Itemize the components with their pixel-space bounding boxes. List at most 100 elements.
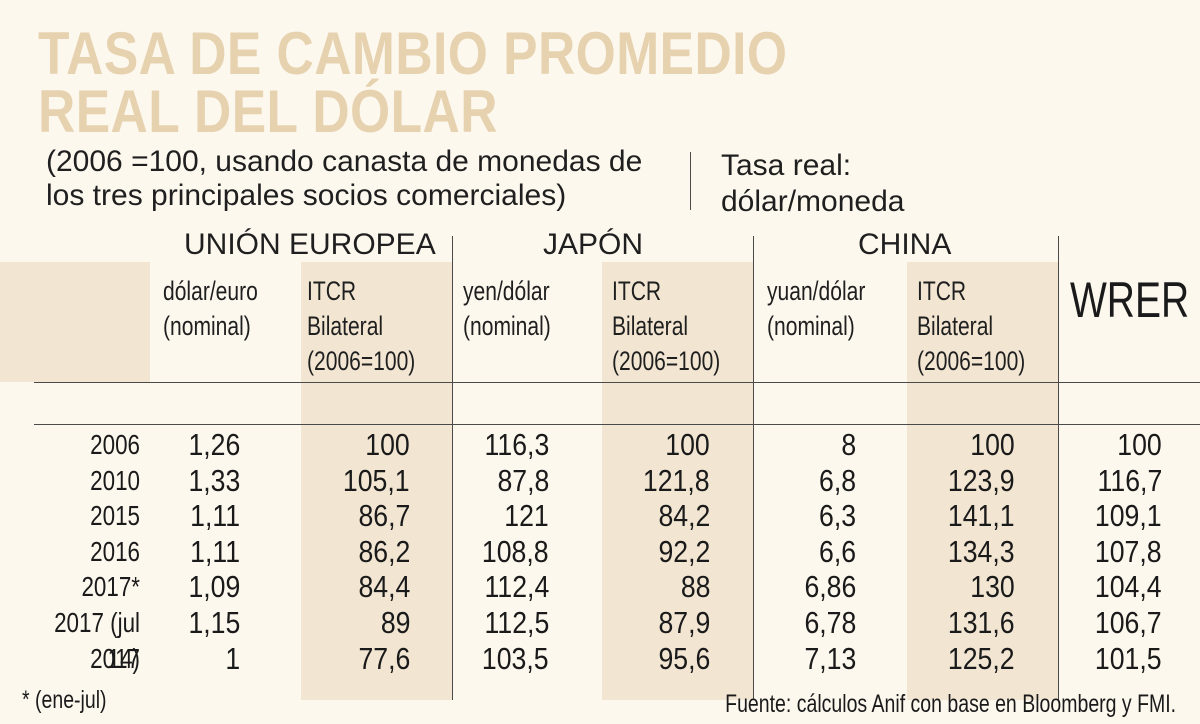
cell-cn-itcr: 131,6 [948, 605, 1015, 640]
cell-dolar-euro: 1,26 [188, 427, 240, 462]
cell-cn-itcr: 125,2 [948, 640, 1015, 676]
cell-wrer: 104,4 [1095, 569, 1162, 605]
cell-eu-itcr: 84,4 [358, 569, 410, 605]
cell-yen-dolar: 108,8 [482, 533, 549, 569]
header-rule-bottom [34, 424, 1200, 425]
col-header-text: Bilateral [307, 311, 384, 341]
cell-wrer: 101,5 [1095, 640, 1162, 676]
col-header-text: (2006=100) [612, 346, 721, 376]
col-header-text: ITCR [917, 276, 967, 306]
cell-yuan-dolar: 6,8 [818, 462, 856, 498]
cell-eu-itcr: 86,2 [358, 533, 410, 569]
cell-wrer: 106,7 [1095, 605, 1162, 640]
table-row: 2015 1,11 86,7 121 84,2 6,3 141,1 109,1 [0, 498, 1200, 534]
row-year: 2017 (jul 14) [54, 607, 141, 674]
group-china: CHINA [858, 228, 952, 261]
cell-cn-itcr: 141,1 [948, 498, 1015, 534]
row-year: 2017* [81, 571, 140, 603]
table-row: 2017* 1,09 84,4 112,4 88 6,86 130 104,4 [0, 569, 1200, 605]
col-header-text: yen/dólar [463, 276, 550, 306]
cell-eu-itcr: 89 [380, 605, 410, 640]
cell-dolar-euro: 1,11 [190, 533, 240, 569]
cell-yen-dolar: 112,5 [484, 605, 549, 640]
row-year: 2010 [90, 464, 140, 496]
col-header-text: Bilateral [917, 311, 994, 341]
table-row: 2017 1 77,6 103,5 95,6 7,13 125,2 101,5 [0, 641, 1200, 677]
cn-itcr-band [907, 262, 1058, 700]
group-union-europea: UNIÓN EUROPEA [184, 228, 436, 261]
cell-jp-itcr: 87,9 [658, 605, 710, 640]
cell-yuan-dolar: 6,86 [804, 569, 856, 605]
row-year: 2015 [90, 500, 140, 532]
col-header-text: Bilateral [612, 311, 689, 341]
cell-dolar-euro: 1,33 [188, 462, 240, 498]
wrer-label: WRER [1070, 272, 1190, 328]
col-header-wrer: WRER [1070, 272, 1200, 328]
year-column-band [0, 262, 150, 382]
source-note: Fuente: cálculos Anif con base en Bloomb… [598, 690, 1176, 718]
source-text: Fuente: cálculos Anif con base en Bloomb… [725, 690, 1176, 718]
cell-wrer: 109,1 [1095, 498, 1162, 534]
side-label-line2: dólar/moneda [721, 185, 905, 218]
page-title-line2: REAL DEL DÓLAR [38, 78, 498, 145]
table-row: 2006 1,26 100 116,3 100 8 100 100 [0, 427, 1200, 463]
cell-cn-itcr: 123,9 [948, 462, 1015, 498]
separator-eu-jp [452, 236, 453, 700]
cell-yen-dolar: 121 [504, 498, 549, 534]
col-header-text: yuan/dólar [767, 276, 866, 306]
page-title-line1: TASA DE CAMBIO PROMEDIO [38, 20, 788, 87]
jp-itcr-band [602, 262, 753, 700]
cell-jp-itcr: 84,2 [658, 498, 710, 534]
cell-jp-itcr: 100 [665, 427, 710, 462]
cell-yen-dolar: 87,8 [497, 462, 549, 498]
cell-yuan-dolar: 6,78 [804, 605, 856, 640]
cell-wrer: 116,7 [1097, 462, 1162, 498]
col-header-text: (nominal) [463, 311, 551, 341]
cell-yuan-dolar: 8 [841, 427, 856, 462]
col-header-text: ITCR [307, 276, 357, 306]
header-rule-top [34, 382, 1200, 383]
cell-yuan-dolar: 6,3 [818, 498, 856, 534]
group-japon: JAPÓN [543, 228, 644, 261]
cell-jp-itcr: 95,6 [658, 640, 710, 676]
subtitle-divider [690, 152, 691, 210]
col-header-yen-dolar: yen/dólar (nominal) [463, 274, 576, 344]
table-row: 2010 1,33 105,1 87,8 121,8 6,8 123,9 116,7 [0, 463, 1200, 499]
cell-dolar-euro: 1,11 [190, 498, 240, 534]
cell-wrer: 100 [1117, 427, 1162, 462]
row-year: 2006 [90, 429, 140, 460]
cell-dolar-euro: 1 [225, 640, 240, 676]
table-row: 2017 (jul 14) 1,15 89 112,5 87,9 6,78 131,6 106… [0, 605, 1200, 674]
cell-cn-itcr: 130 [970, 569, 1015, 605]
eu-itcr-band [301, 262, 452, 700]
col-header-eu-itcr: ITCR Bilateral (2006=100) [307, 274, 446, 379]
cell-jp-itcr: 92,2 [658, 533, 710, 569]
cell-cn-itcr: 134,3 [948, 533, 1015, 569]
cell-cn-itcr: 100 [970, 427, 1015, 462]
cell-eu-itcr: 100 [365, 427, 410, 462]
col-header-text: ITCR [612, 276, 662, 306]
col-header-cn-itcr: ITCR Bilateral (2006=100) [917, 274, 1056, 379]
table-row: 2016 1,11 86,2 108,8 92,2 6,6 134,3 107,8 [0, 534, 1200, 570]
col-header-text: (nominal) [163, 311, 251, 341]
col-header-yuan-dolar: yuan/dólar (nominal) [767, 274, 893, 344]
cell-jp-itcr: 88 [680, 569, 710, 605]
separator-cn-wrer [1058, 236, 1059, 700]
side-label-line1: Tasa real: [721, 149, 852, 182]
cell-eu-itcr: 86,7 [358, 498, 410, 534]
cell-dolar-euro: 1,09 [188, 569, 240, 605]
cell-yuan-dolar: 6,6 [818, 533, 856, 569]
subtitle-line2: los tres principales socios comerciales) [46, 179, 567, 212]
subtitle-line1: (2006 =100, usando canasta de monedas de [46, 145, 643, 178]
col-header-jp-itcr: ITCR Bilateral (2006=100) [612, 274, 751, 379]
cell-yen-dolar: 103,5 [482, 640, 549, 676]
cell-yen-dolar: 116,3 [484, 427, 549, 462]
col-header-text: dólar/euro [163, 276, 258, 306]
col-header-text: (2006=100) [917, 346, 1026, 376]
cell-wrer: 107,8 [1095, 533, 1162, 569]
cell-eu-itcr: 105,1 [343, 462, 410, 498]
col-header-text: (2006=100) [307, 346, 416, 376]
cell-dolar-euro: 1,15 [188, 605, 240, 640]
col-header-dolar-euro: dólar/euro (nominal) [163, 274, 285, 344]
footnote-text: * (ene-jul) [22, 686, 107, 714]
